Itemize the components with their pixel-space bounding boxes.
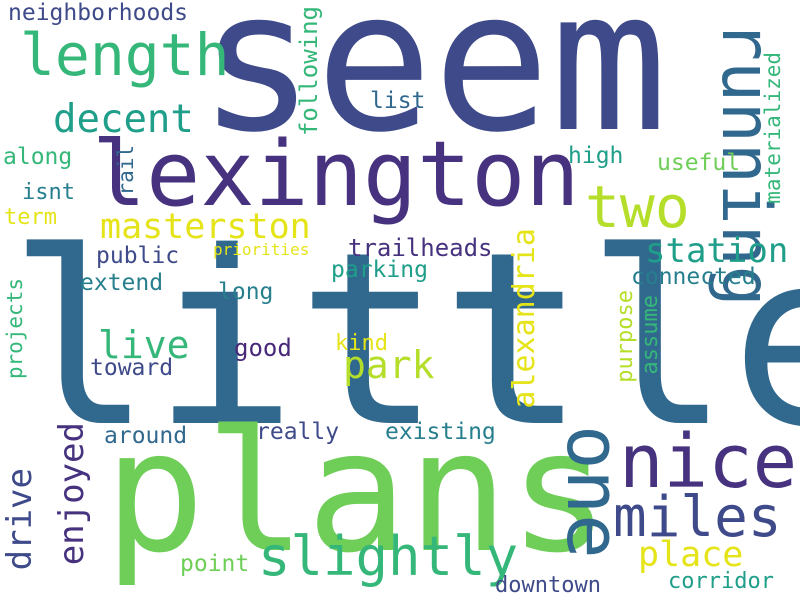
word-useful: useful <box>657 150 741 176</box>
word-nice: nice <box>619 419 798 505</box>
word-drive: drive <box>0 468 40 571</box>
word-parking: parking <box>331 257 428 283</box>
word-station: station <box>645 231 789 271</box>
word-list: list <box>370 88 426 114</box>
word-two: two <box>585 173 690 241</box>
word-running: running <box>706 20 785 307</box>
word-one: one <box>550 425 636 559</box>
word-corridor: corridor <box>668 569 774 594</box>
word-around: around <box>104 423 188 449</box>
word-following: following <box>295 6 323 137</box>
word-enjoyed: enjoyed <box>52 422 92 566</box>
word-assume: assume <box>638 295 663 375</box>
word-projects: projects <box>3 278 27 380</box>
word-decent: decent <box>53 97 194 142</box>
word-little: little <box>8 200 800 480</box>
word-plans: plans <box>104 394 610 590</box>
word-slightly: slightly <box>258 525 519 588</box>
word-really: really <box>256 419 340 445</box>
word-extend: extend <box>80 270 164 296</box>
word-miles: miles <box>613 485 782 550</box>
word-isnt: isnt <box>22 180 75 205</box>
word-seem: seem <box>198 0 668 175</box>
word-length: length <box>20 21 230 89</box>
word-purpose: purpose <box>613 290 638 383</box>
word-masterston: masterston <box>100 207 311 247</box>
word-materialized: materialized <box>761 52 785 204</box>
word-connected: connected <box>631 264 756 290</box>
word-live: live <box>98 323 190 367</box>
word-place: place <box>638 535 744 575</box>
word-along: along <box>3 144 73 170</box>
word-trailheads: trailheads <box>348 234 493 262</box>
word-priorities: priorities <box>213 240 310 259</box>
word-kind: kind <box>335 331 388 356</box>
word-toward: toward <box>90 355 174 381</box>
word-term: term <box>4 205 57 230</box>
word-long: long <box>218 279 274 305</box>
word-lexington: lexington <box>92 122 580 227</box>
word-neighborhoods: neighborhoods <box>8 0 189 26</box>
word-park: park <box>343 343 435 387</box>
word-existing: existing <box>385 419 496 445</box>
word-point: point <box>180 551 250 577</box>
word-good: good <box>234 334 292 362</box>
word-downtown: downtown <box>495 573 601 598</box>
word-rail: rail <box>114 145 138 196</box>
word-public: public <box>96 243 180 269</box>
word-alexandria: alexandria <box>507 228 542 409</box>
word-high: high <box>568 143 624 169</box>
